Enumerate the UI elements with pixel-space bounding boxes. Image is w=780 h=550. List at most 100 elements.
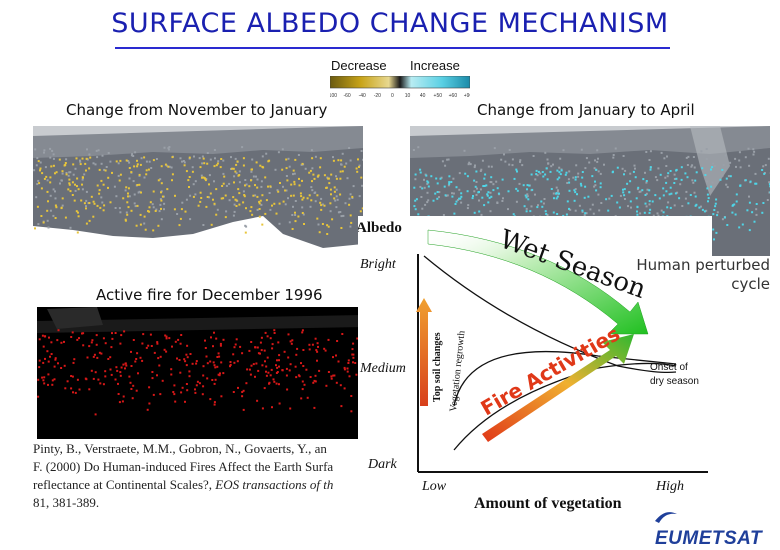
albedo-decrease-speck — [261, 224, 263, 226]
albedo-decrease-speck — [307, 197, 309, 199]
map-texture-speck — [251, 159, 253, 161]
map-texture-speck — [534, 178, 536, 180]
albedo-decrease-speck — [84, 202, 86, 204]
active-fire-speck — [344, 387, 346, 389]
map-texture-speck — [547, 159, 549, 161]
map-texture-speck — [556, 187, 558, 189]
active-fire-speck — [300, 397, 302, 399]
map-texture-speck — [184, 161, 186, 163]
albedo-decrease-speck — [264, 176, 266, 178]
albedo-increase-speck — [670, 207, 672, 209]
albedo-increase-speck — [704, 174, 706, 176]
albedo-increase-speck — [437, 191, 439, 193]
active-fire-speck — [96, 334, 98, 336]
albedo-increase-speck — [630, 200, 632, 202]
active-fire-speck — [199, 382, 201, 384]
albedo-decrease-speck — [84, 163, 86, 165]
map-texture-speck — [159, 210, 161, 212]
albedo-increase-speck — [450, 181, 452, 183]
active-fire-speck — [70, 336, 72, 338]
albedo-increase-speck — [641, 189, 643, 191]
active-fire-speck — [214, 366, 216, 368]
human-perturbed-caption: Human perturbed cycle — [636, 256, 770, 294]
albedo-increase-speck — [576, 193, 578, 195]
map-texture-speck — [613, 154, 615, 156]
albedo-increase-speck — [716, 214, 718, 216]
albedo-increase-speck — [731, 212, 733, 214]
albedo-decrease-speck — [297, 216, 299, 218]
active-fire-speck — [214, 401, 216, 403]
albedo-increase-speck — [607, 210, 609, 212]
albedo-decrease-speck — [119, 180, 121, 182]
scale-tick-label: +60 — [449, 93, 458, 99]
albedo-decrease-speck — [243, 165, 245, 167]
albedo-decrease-speck — [225, 195, 227, 197]
active-fire-speck — [136, 390, 138, 392]
albedo-decrease-speck — [140, 164, 142, 166]
active-fire-speck — [241, 391, 243, 393]
albedo-decrease-speck — [318, 174, 320, 176]
albedo-increase-speck — [745, 179, 747, 181]
map-texture-speck — [282, 148, 284, 150]
active-fire-speck — [172, 391, 174, 393]
albedo-decrease-speck — [250, 206, 252, 208]
map-texture-speck — [70, 227, 72, 229]
map-texture-speck — [34, 148, 36, 150]
map-texture-speck — [596, 161, 598, 163]
albedo-decrease-speck — [244, 184, 246, 186]
active-fire-speck — [56, 339, 58, 341]
albedo-decrease-speck — [320, 209, 322, 211]
albedo-decrease-speck — [259, 165, 261, 167]
active-fire-speck — [122, 400, 124, 402]
map-texture-speck — [135, 205, 137, 207]
albedo-increase-speck — [574, 191, 576, 193]
active-fire-speck — [42, 335, 44, 337]
albedo-increase-speck — [738, 226, 740, 228]
active-fire-speck — [218, 352, 220, 354]
albedo-increase-speck — [667, 172, 669, 174]
active-fire-speck — [209, 398, 211, 400]
active-fire-speck — [218, 374, 220, 376]
active-fire-speck — [262, 407, 264, 409]
diagram-y-medium: Medium — [359, 361, 406, 376]
active-fire-speck — [205, 347, 207, 349]
albedo-decrease-speck — [152, 229, 154, 231]
map-texture-speck — [88, 154, 90, 156]
map-texture-speck — [217, 209, 219, 211]
map-texture-speck — [108, 152, 110, 154]
scale-decrease-label: Decrease — [331, 58, 387, 73]
albedo-increase-speck — [749, 202, 751, 204]
active-fire-speck — [42, 379, 44, 381]
scale-tick-label: 40 — [420, 93, 426, 99]
albedo-increase-speck — [616, 202, 618, 204]
albedo-decrease-speck — [82, 176, 84, 178]
map-texture-speck — [53, 153, 55, 155]
albedo-increase-speck — [600, 186, 602, 188]
albedo-decrease-speck — [120, 174, 122, 176]
map-texture-speck — [119, 207, 121, 209]
map-texture-speck — [706, 158, 708, 160]
albedo-decrease-speck — [72, 163, 74, 165]
map-texture-speck — [50, 195, 52, 197]
active-fire-speck — [152, 377, 154, 379]
active-fire-speck — [38, 366, 40, 368]
map-texture-speck — [311, 149, 313, 151]
active-fire-speck — [347, 371, 349, 373]
albedo-increase-speck — [472, 195, 474, 197]
map-texture-speck — [311, 189, 313, 191]
map-texture-speck — [35, 196, 37, 198]
albedo-decrease-speck — [78, 215, 80, 217]
albedo-increase-speck — [581, 210, 583, 212]
map-texture-speck — [666, 156, 668, 158]
albedo-increase-speck — [415, 174, 417, 176]
albedo-increase-speck — [594, 181, 596, 183]
albedo-decrease-speck — [205, 179, 207, 181]
map-texture-speck — [745, 156, 747, 158]
map-texture-speck — [686, 157, 688, 159]
active-fire-speck — [116, 370, 118, 372]
active-fire-speck — [120, 375, 122, 377]
map-texture-speck — [291, 214, 293, 216]
albedo-increase-speck — [663, 194, 665, 196]
active-fire-speck — [173, 393, 175, 395]
map-texture-speck — [37, 223, 39, 225]
